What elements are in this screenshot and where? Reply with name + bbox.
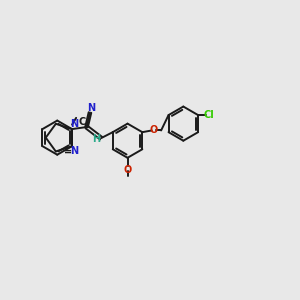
Text: Cl: Cl (204, 110, 214, 120)
Text: O: O (150, 125, 158, 135)
Text: C: C (79, 117, 86, 127)
Text: N: N (70, 119, 78, 129)
Text: =: = (64, 146, 72, 157)
Text: N: N (87, 103, 95, 113)
Text: O: O (124, 165, 132, 175)
Text: H: H (92, 134, 100, 144)
Text: N: N (70, 146, 78, 157)
